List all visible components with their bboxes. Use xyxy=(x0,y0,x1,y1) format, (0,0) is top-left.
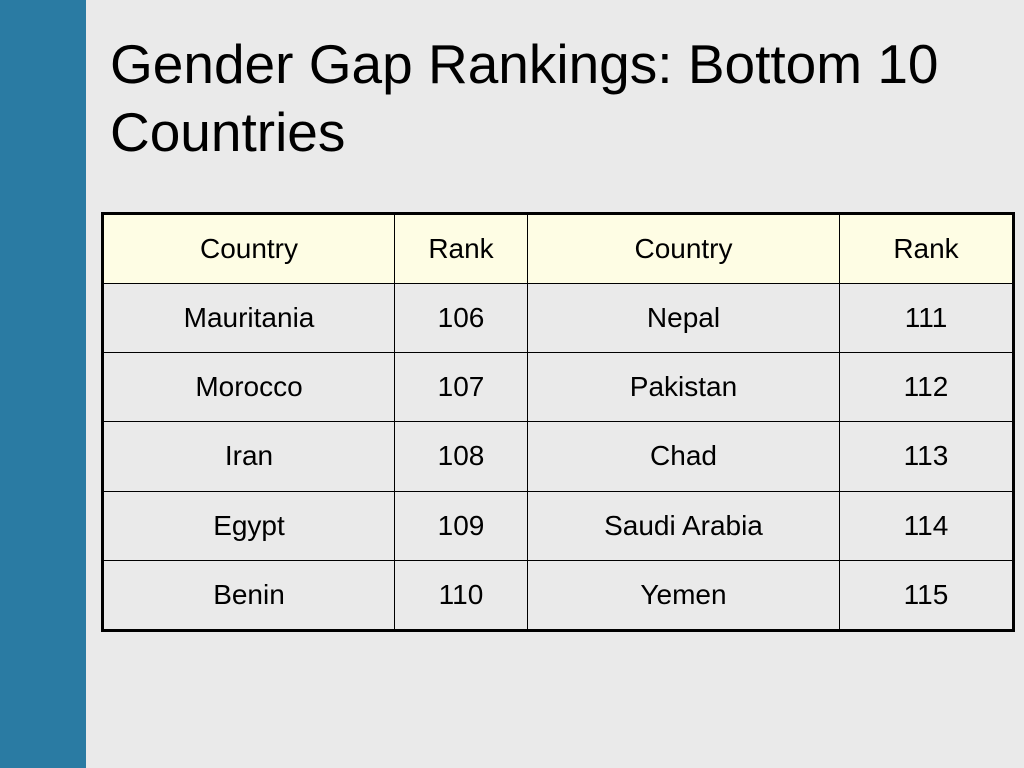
rank-cell: 111 xyxy=(839,282,1014,354)
table-header-row: Country Rank Country Rank xyxy=(102,213,1014,284)
rank-cell: 108 xyxy=(394,421,528,492)
table-row: Benin 110 Yemen 115 xyxy=(102,559,1014,632)
rank-cell: 110 xyxy=(394,559,528,632)
rank-cell: 106 xyxy=(394,282,528,354)
rank-cell: 107 xyxy=(394,352,528,423)
table-row: Morocco 107 Pakistan 112 xyxy=(102,352,1014,423)
country-cell: Morocco xyxy=(102,352,395,423)
country-cell: Chad xyxy=(527,421,840,492)
rank-cell: 112 xyxy=(839,352,1014,423)
country-cell: Benin xyxy=(102,559,395,632)
table-row: Mauritania 106 Nepal 111 xyxy=(102,282,1014,354)
country-cell: Pakistan xyxy=(527,352,840,423)
table-row: Iran 108 Chad 113 xyxy=(102,421,1014,492)
header-rank-left: Rank xyxy=(394,213,528,284)
country-cell: Mauritania xyxy=(102,282,395,354)
rankings-table: Country Rank Country Rank Mauritania 106… xyxy=(101,212,1015,632)
header-rank-right: Rank xyxy=(839,213,1014,284)
rank-cell: 109 xyxy=(394,490,528,561)
country-cell: Yemen xyxy=(527,559,840,632)
country-cell: Iran xyxy=(102,421,395,492)
rank-cell: 114 xyxy=(839,490,1014,561)
rank-cell: 115 xyxy=(839,559,1014,632)
table-row: Egypt 109 Saudi Arabia 114 xyxy=(102,490,1014,561)
country-cell: Egypt xyxy=(102,490,395,561)
country-cell: Nepal xyxy=(527,282,840,354)
header-country-right: Country xyxy=(527,213,840,284)
country-cell: Saudi Arabia xyxy=(527,490,840,561)
rank-cell: 113 xyxy=(839,421,1014,492)
slide-title: Gender Gap Rankings: Bottom 10 Countries xyxy=(110,33,939,163)
header-country-left: Country xyxy=(102,213,395,284)
sidebar-accent-bar xyxy=(0,0,86,768)
